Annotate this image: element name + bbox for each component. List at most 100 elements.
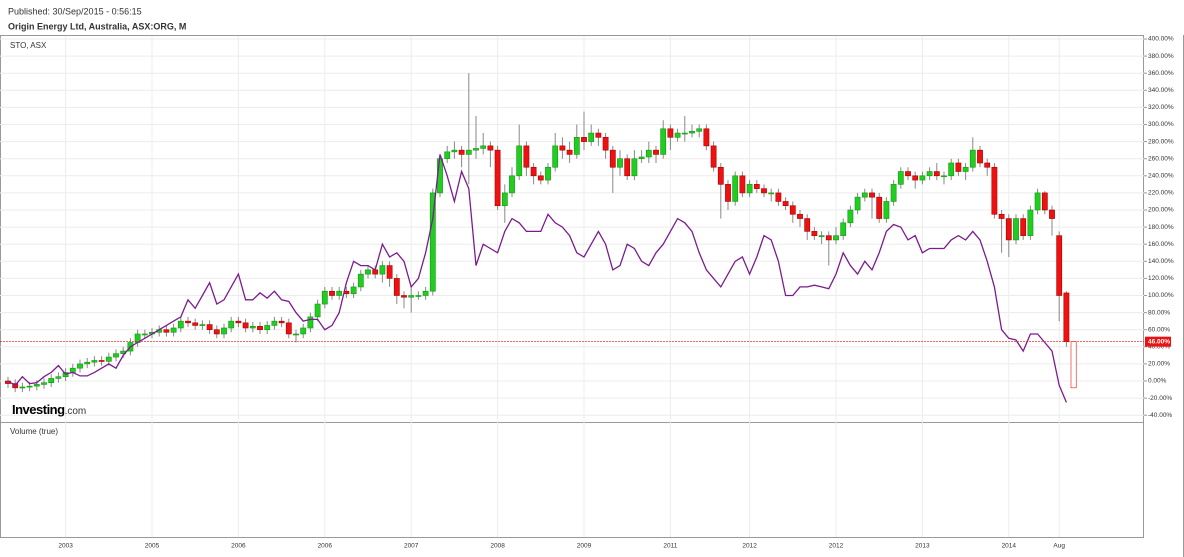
overlay-legend: STO, ASX (10, 41, 47, 50)
candle-body (509, 175, 515, 194)
candle-body (1020, 218, 1027, 236)
y-tick-label: 340.00% (1148, 87, 1174, 94)
y-tick-label: 240.00% (1148, 173, 1174, 180)
candle-body (473, 148, 479, 151)
candle-body (33, 384, 40, 387)
candle-body (300, 327, 307, 335)
candle-body (926, 171, 933, 177)
candle-body (516, 145, 523, 177)
candle-body (321, 290, 328, 305)
chart-title: Origin Energy Ltd, Australia, ASX:ORG, M (8, 21, 186, 31)
candle-body (559, 145, 566, 151)
published: Published: 30/Sep/2015 - 0:56:15 (8, 6, 142, 16)
candle-body (897, 171, 904, 185)
candle-body (955, 162, 962, 172)
candle-body (530, 166, 537, 177)
candle-body (753, 184, 760, 189)
candle-body (912, 175, 919, 181)
candle-body (141, 333, 148, 336)
candle-body (833, 235, 839, 241)
candle-body (710, 145, 717, 168)
candle-body (278, 320, 285, 324)
candle-body (401, 295, 407, 298)
candle-body (883, 201, 890, 219)
candle-body (465, 149, 472, 155)
candle-body (674, 132, 681, 138)
candle-body (581, 137, 587, 142)
candle-body (480, 145, 487, 149)
x-tick-label: 2012 (742, 543, 757, 550)
y-tick-label: 160.00% (1148, 241, 1174, 248)
candle-body (357, 273, 364, 288)
candle-body (163, 329, 170, 333)
y-tick-label: 260.00% (1148, 155, 1174, 162)
candle-body (1070, 341, 1077, 389)
logo-brand: Investing (12, 402, 65, 417)
marks (5, 73, 1077, 403)
candle-body (1005, 218, 1012, 241)
y-tick-label: 80.00% (1148, 309, 1170, 316)
candle-body (739, 175, 746, 194)
x-tick-label: 2006 (318, 543, 333, 550)
y-tick-label: 180.00% (1148, 224, 1174, 231)
plot-frame (0, 35, 1144, 538)
y-tick-label: 320.00% (1148, 104, 1174, 111)
candle-body (105, 356, 112, 362)
candle-body (444, 151, 451, 160)
x-tick-label: 2014 (1002, 543, 1017, 550)
candle-body (595, 132, 602, 138)
x-tick-label: 2008 (490, 543, 505, 550)
candle-body (386, 265, 393, 279)
candle-body (861, 192, 868, 198)
candle-body (228, 320, 235, 329)
candle-body (703, 128, 710, 147)
candle-body (55, 376, 62, 379)
x-tick-label: 2013 (915, 543, 930, 550)
candle-body (941, 175, 947, 178)
candle-body (19, 386, 26, 389)
candle-body (458, 149, 465, 155)
candle-body (257, 325, 263, 330)
candle-body (876, 196, 883, 219)
candle-body (573, 137, 580, 155)
candle-body (48, 378, 55, 384)
x-tick-label: 2009 (577, 543, 592, 550)
candle-body (984, 162, 991, 168)
candle-body (746, 184, 753, 194)
candle-body (847, 209, 854, 224)
candle-body (264, 325, 271, 330)
candle-body (523, 145, 530, 168)
candle-body (199, 324, 206, 326)
candle-body (890, 184, 897, 202)
candle-body (638, 156, 645, 160)
candle-body (948, 162, 955, 177)
candle-body (235, 320, 242, 324)
candle-body (545, 166, 551, 181)
last-value-label: 46.00% (1148, 338, 1170, 345)
candle-body (365, 269, 371, 275)
candle-body (869, 192, 875, 198)
candle-body (206, 324, 213, 331)
x-tick-label: 2005 (145, 543, 160, 550)
candle-body (293, 333, 299, 336)
candle-body (681, 132, 688, 135)
candle-body (494, 149, 501, 207)
candle-body (825, 235, 832, 241)
y-tick-label: 380.00% (1148, 53, 1174, 60)
y-tick-label: -20.00% (1148, 395, 1172, 402)
candle-body (221, 327, 227, 335)
candle-body (631, 158, 638, 177)
candle-body (285, 322, 292, 335)
candle-body (41, 382, 47, 385)
y-tick-label: 300.00% (1148, 121, 1174, 128)
candle-body (350, 286, 357, 295)
x-tick-label: 2006 (231, 543, 246, 550)
y-tick-label: 140.00% (1148, 258, 1174, 265)
logo-suffix: .com (65, 406, 87, 417)
candle-body (98, 360, 105, 362)
candle-body (775, 192, 782, 202)
candle-body (415, 295, 422, 297)
volume-label: Volume (true) (10, 427, 58, 436)
candle-body (451, 149, 458, 153)
